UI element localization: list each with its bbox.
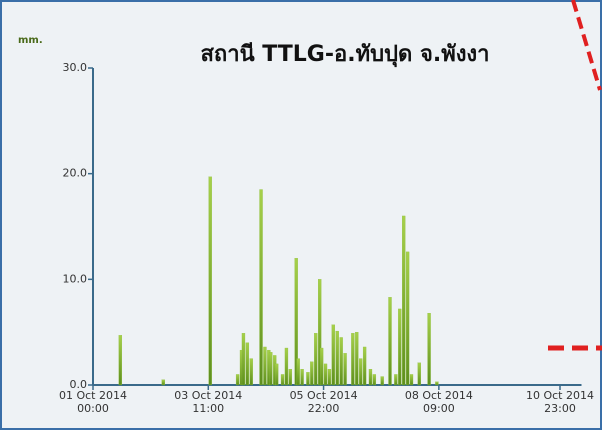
y-tick-label: 0.0	[70, 378, 88, 391]
bar	[339, 337, 343, 386]
y-axis-label: mm.	[18, 35, 43, 46]
bar	[208, 176, 212, 386]
bar	[294, 258, 298, 386]
bar	[241, 333, 246, 386]
bar	[368, 368, 373, 386]
x-tick-date: 05 Oct 2014	[290, 389, 358, 402]
bar	[319, 347, 324, 386]
x-tick-time: 11:00	[192, 402, 224, 415]
bar	[269, 352, 273, 386]
x-tick-label: 05 Oct 2014 22:00	[290, 389, 358, 415]
bar	[335, 330, 339, 386]
bar	[394, 374, 398, 386]
bar	[314, 333, 318, 386]
bar	[405, 251, 410, 386]
bar	[259, 189, 263, 386]
bar	[306, 372, 310, 386]
chart-title: สถานี TTLG-อ.ทับปุด จ.พังงา	[200, 42, 489, 68]
bar	[323, 363, 328, 386]
x-tick-date: 10 Oct 2014	[526, 389, 594, 402]
x-tick-date: 03 Oct 2014	[174, 389, 242, 402]
bar	[288, 368, 293, 386]
bar	[296, 358, 300, 386]
bar	[435, 381, 439, 386]
bar	[300, 368, 304, 386]
bar	[417, 362, 421, 386]
bar	[372, 374, 377, 386]
x-tick-time: 09:00	[423, 402, 455, 415]
x-tick-time: 00:00	[77, 402, 109, 415]
bar	[362, 346, 367, 386]
x-tick-label: 10 Oct 2014 23:00	[526, 389, 594, 415]
bar	[318, 279, 322, 386]
x-tick-label: 03 Oct 2014 11:00	[174, 389, 242, 415]
bar	[359, 358, 363, 386]
bar	[235, 374, 240, 386]
bar	[427, 312, 431, 386]
bar	[284, 347, 289, 386]
bar	[388, 297, 392, 386]
x-tick-label: 01 Oct 2014 00:00	[59, 389, 127, 415]
bar	[343, 353, 347, 386]
bar	[409, 374, 414, 386]
bar	[275, 363, 279, 386]
bar	[310, 361, 314, 386]
bar	[327, 368, 332, 386]
y-tick-label: 20.0	[63, 167, 88, 180]
bar	[351, 333, 355, 386]
decoration	[571, 0, 602, 91]
bar	[280, 374, 285, 386]
bar	[402, 215, 406, 386]
y-tick-label: 10.0	[63, 272, 88, 285]
x-tick-date: 08 Oct 2014	[405, 389, 473, 402]
x-tick-time: 23:00	[544, 402, 576, 415]
bar	[263, 346, 267, 386]
bar	[161, 379, 165, 386]
x-tick-date: 01 Oct 2014	[59, 389, 127, 402]
x-tick-label: 08 Oct 2014 09:00	[405, 389, 473, 415]
bar	[398, 308, 402, 386]
y-tick-label: 30.0	[63, 61, 88, 74]
bar	[245, 342, 250, 386]
bar	[118, 335, 123, 386]
bar	[355, 332, 359, 386]
bar	[380, 376, 384, 386]
bar	[331, 324, 335, 386]
bar	[249, 358, 253, 386]
x-tick-time: 22:00	[308, 402, 340, 415]
